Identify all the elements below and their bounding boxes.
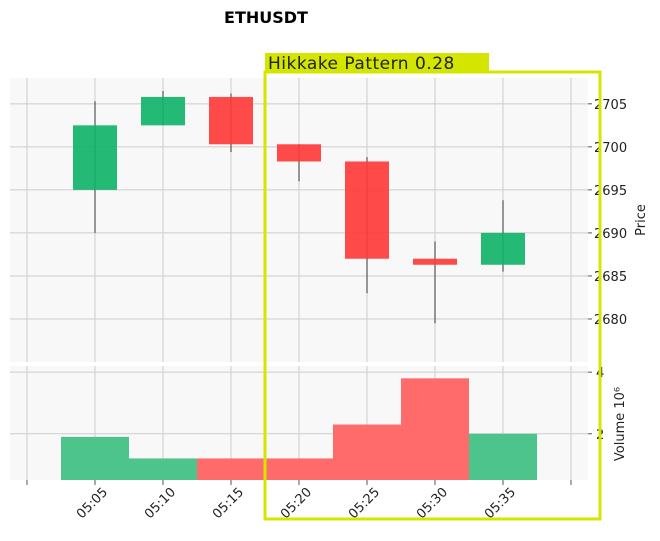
price-tick-label: 2685: [594, 270, 627, 285]
price-tick-label: 2680: [594, 313, 627, 328]
price-tick-label: 2695: [594, 184, 627, 199]
candle-body: [413, 258, 457, 265]
candle-body: [73, 125, 117, 190]
pattern-label: Hikkake Pattern 0.28: [268, 54, 455, 74]
x-tick-label: 05:30: [414, 485, 451, 522]
x-axis: 05:05 05:10 05:15 05:20 05:25 05:30 05:35: [26, 480, 572, 522]
x-tick-label: 05:20: [278, 485, 315, 522]
candle-body: [481, 232, 525, 265]
volume-bar: [333, 424, 401, 480]
candle-body: [345, 161, 389, 259]
volume-bar: [129, 458, 197, 480]
candle-body: [209, 96, 253, 145]
price-tick-label: 2690: [594, 227, 627, 242]
price-panel: 2680 2685 2690 2695 2700 2705 Price: [10, 78, 649, 362]
volume-bar: [401, 378, 469, 480]
price-tick-label: 2705: [594, 98, 627, 113]
pattern-annotation: Hikkake Pattern 0.28: [263, 53, 602, 521]
volume-axis-label: Volume 10⁶: [613, 387, 628, 461]
x-tick-label: 05:25: [346, 485, 383, 522]
volume-bar: [61, 436, 129, 480]
x-tick-label: 05:15: [210, 485, 247, 522]
x-tick-label: 05:10: [142, 485, 179, 522]
volume-bar: [265, 458, 333, 480]
chart-title: ETHUSDT: [224, 8, 308, 27]
volume-bar: [469, 433, 537, 480]
candle-body: [277, 144, 321, 162]
x-tick-label: 05:35: [482, 485, 519, 522]
pattern-label-background: [265, 53, 489, 73]
price-tick-label: 2700: [594, 141, 627, 156]
x-tick-label: 05:05: [74, 485, 111, 522]
volume-bar: [197, 458, 265, 480]
price-axis-label: Price: [634, 204, 649, 236]
candle-body: [141, 96, 185, 126]
